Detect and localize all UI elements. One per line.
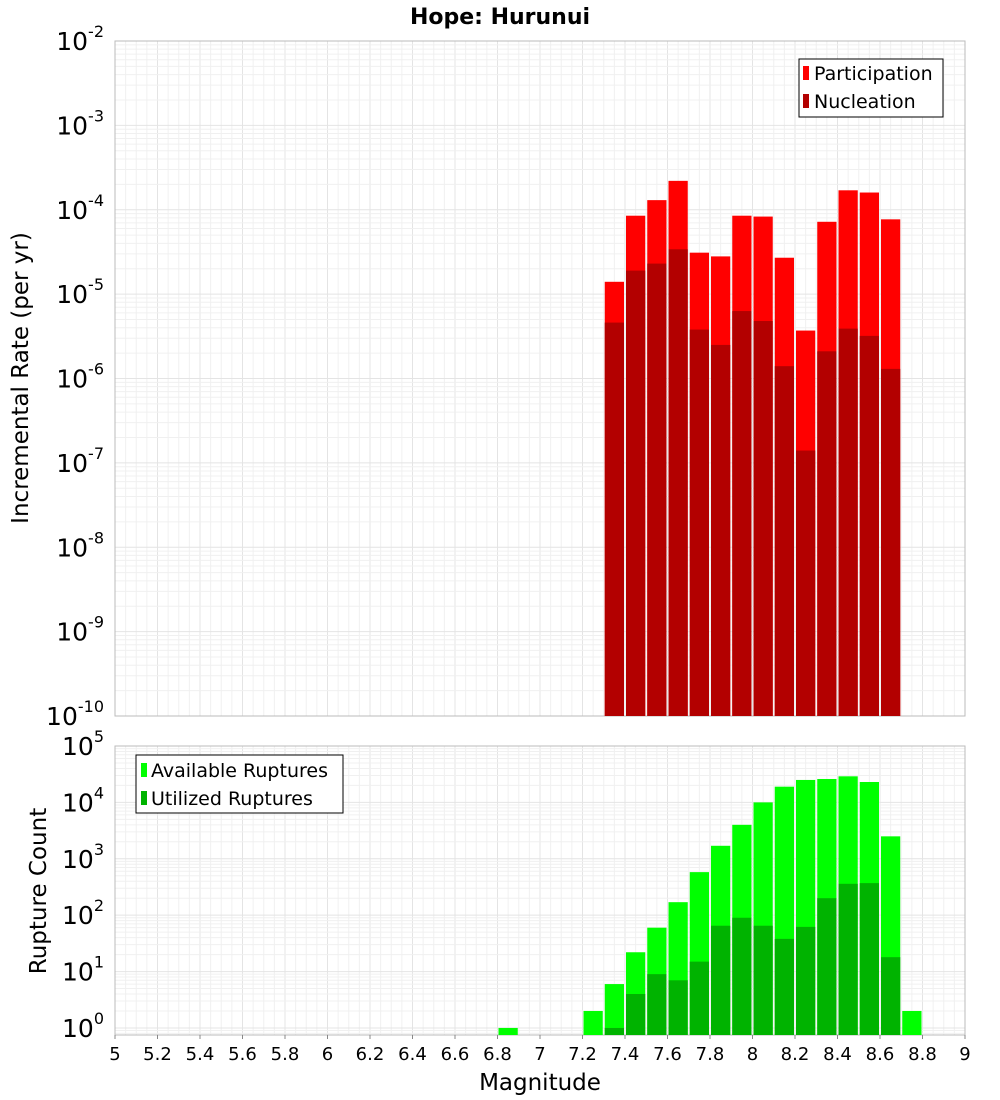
x-tick-label: 9 xyxy=(959,1044,970,1065)
x-tick-label: 7.6 xyxy=(653,1044,682,1065)
count-panel-y-axis-label: Rupture Count xyxy=(26,808,52,974)
nucleation-bar xyxy=(796,450,816,716)
rate-y-tick-label: 10-7 xyxy=(56,444,104,478)
count-panel-legend: Available Ruptures Utilized Ruptures xyxy=(135,754,344,814)
utilized-ruptures-bar xyxy=(626,994,646,1035)
nucleation-bar xyxy=(711,344,731,716)
rate-legend-box xyxy=(798,58,944,118)
count-y-tick-label: 105 xyxy=(62,727,104,761)
utilized-ruptures-bar xyxy=(689,961,709,1035)
utilized-ruptures-bar xyxy=(774,938,794,1035)
x-tick-label: 7.4 xyxy=(611,1044,640,1065)
legend-label-utilized-ruptures: Utilized Ruptures xyxy=(151,788,313,810)
utilized-ruptures-bar xyxy=(753,925,773,1035)
nucleation-bar xyxy=(732,311,752,716)
x-tick-label: 7.8 xyxy=(696,1044,725,1065)
rate-y-tick-label: 10-4 xyxy=(56,191,104,225)
x-tick-label: 8.2 xyxy=(781,1044,810,1065)
utilized-ruptures-bar xyxy=(732,917,752,1035)
count-panel-bars xyxy=(498,776,922,1035)
legend-swatch-nucleation xyxy=(803,94,809,108)
x-tick-label: 7.2 xyxy=(568,1044,597,1065)
utilized-ruptures-bar xyxy=(647,974,667,1035)
x-tick-label: 6.6 xyxy=(441,1044,470,1065)
legend-swatch-utilized-ruptures xyxy=(141,791,147,805)
available-ruptures-bar xyxy=(604,984,624,1035)
utilized-ruptures-bar xyxy=(604,1027,624,1035)
x-tick-label: 8 xyxy=(747,1044,758,1065)
legend-swatch-available-ruptures xyxy=(141,763,147,777)
count-legend-box xyxy=(135,754,344,814)
rate-panel-bars xyxy=(604,180,901,717)
x-tick-label: 7 xyxy=(534,1044,545,1065)
rate-y-tick-label: 10-2 xyxy=(56,22,104,56)
rate-y-tick-label: 10-8 xyxy=(56,528,104,562)
utilized-ruptures-bar xyxy=(668,980,688,1035)
nucleation-bar xyxy=(774,366,794,716)
nucleation-bar xyxy=(881,368,901,716)
rate-panel-frame xyxy=(114,40,966,717)
count-y-tick-label: 103 xyxy=(62,840,104,874)
x-tick-label: 5.6 xyxy=(228,1044,257,1065)
nucleation-bar xyxy=(626,270,646,716)
x-axis-label: Magnitude xyxy=(479,1070,601,1096)
legend-swatch-participation xyxy=(803,66,809,80)
chart-title: Hope: Hurunui xyxy=(410,5,590,30)
rate-y-tick-label: 10-9 xyxy=(56,613,104,647)
rate-y-tick-label: 10-10 xyxy=(46,697,104,731)
count-panel-y-tick-labels: 100 101 102 103 104 105 xyxy=(62,727,104,1043)
utilized-ruptures-bar xyxy=(859,883,879,1035)
utilized-ruptures-bar xyxy=(796,926,816,1035)
x-tick-label: 6.4 xyxy=(398,1044,427,1065)
rate-panel-grid xyxy=(114,40,966,717)
legend-label-participation: Participation xyxy=(814,63,933,85)
nucleation-bar xyxy=(838,328,858,716)
x-tick-label: 8.6 xyxy=(866,1044,895,1065)
x-tick-label: 5.4 xyxy=(186,1044,215,1065)
rate-y-tick-label: 10-5 xyxy=(56,275,104,309)
x-tick-label: 5 xyxy=(109,1044,120,1065)
count-y-tick-label: 101 xyxy=(62,953,104,987)
x-tick-labels: 5 5.2 5.4 5.6 5.8 6 6.2 6.4 6.6 6.8 7 7.2 7.4 7.6 7.8 8… xyxy=(109,1035,971,1065)
utilized-ruptures-bar xyxy=(711,925,731,1035)
legend-label-available-ruptures: Available Ruptures xyxy=(151,760,328,782)
available-ruptures-bar xyxy=(498,1027,518,1035)
nucleation-bar xyxy=(689,329,709,716)
utilized-ruptures-bar xyxy=(838,883,858,1035)
rate-y-tick-label: 10-3 xyxy=(56,106,104,140)
count-y-tick-label: 104 xyxy=(62,783,104,817)
nucleation-bar xyxy=(753,321,773,716)
rate-y-tick-label: 10-6 xyxy=(56,360,104,394)
x-tick-label: 6 xyxy=(322,1044,333,1065)
x-tick-label: 6.2 xyxy=(356,1044,385,1065)
x-tick-label: 6.8 xyxy=(483,1044,512,1065)
utilized-ruptures-bar xyxy=(881,957,901,1035)
x-tick-label: 5.8 xyxy=(271,1044,300,1065)
utilized-ruptures-bar xyxy=(817,898,837,1035)
nucleation-bar xyxy=(859,335,879,716)
x-tick-label: 5.2 xyxy=(143,1044,172,1065)
nucleation-bar xyxy=(604,322,624,716)
nucleation-bar xyxy=(817,351,837,716)
nucleation-bar xyxy=(668,249,688,716)
available-ruptures-bar xyxy=(902,1010,922,1035)
rate-panel-legend: Participation Nucleation xyxy=(798,58,944,118)
rate-panel-y-axis-label: Incremental Rate (per yr) xyxy=(8,232,34,524)
available-ruptures-bar xyxy=(583,1010,603,1035)
nucleation-bar xyxy=(647,263,667,716)
x-tick-label: 8.4 xyxy=(823,1044,852,1065)
count-y-tick-label: 102 xyxy=(62,896,104,930)
rate-panel-y-tick-labels: 10-10 10-9 10-8 10-7 10-6 10-5 10-4 10-3 10-2 xyxy=(46,22,104,731)
count-y-tick-label: 100 xyxy=(62,1009,104,1043)
legend-label-nucleation: Nucleation xyxy=(814,91,916,113)
x-tick-label: 8.8 xyxy=(908,1044,937,1065)
